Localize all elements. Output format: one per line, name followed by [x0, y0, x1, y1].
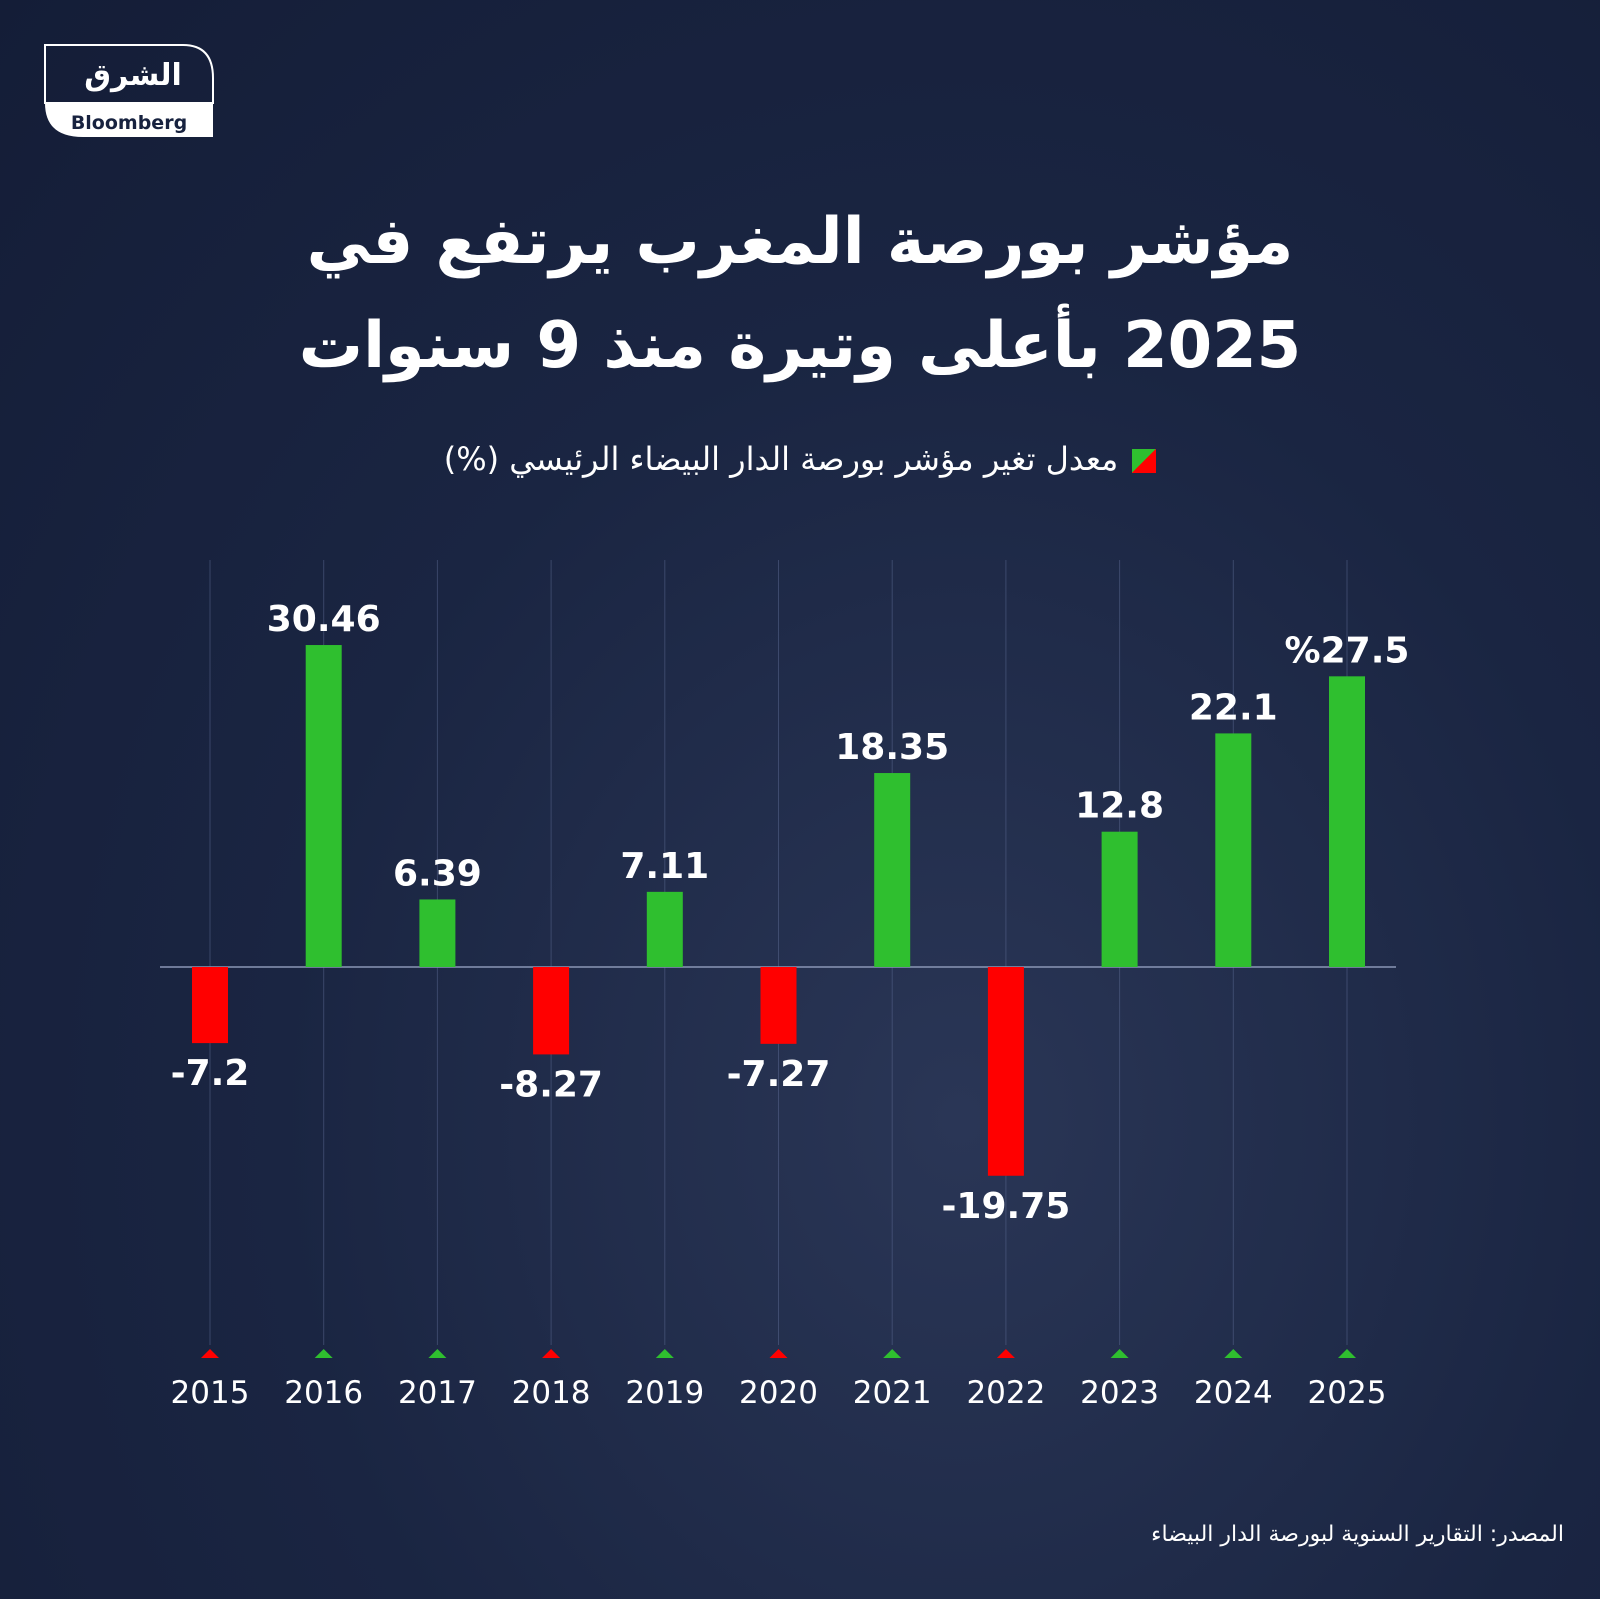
- bar-2024: [1215, 733, 1252, 967]
- bar-2016: [305, 645, 342, 967]
- bar-2019: [646, 891, 683, 967]
- legend-label: معدل تغير مؤشر بورصة الدار البيضاء الرئي…: [443, 440, 1119, 478]
- x-tick-label: 2019: [625, 1375, 704, 1411]
- source-note: المصدر: التقارير السنوية لبورصة الدار ال…: [1151, 1522, 1564, 1547]
- data-label-2017: 6.39: [393, 853, 482, 894]
- svg-text:Bloomberg: Bloomberg: [71, 112, 187, 134]
- trend-triangle-icon: [769, 1349, 788, 1358]
- trend-triangle-icon: [1110, 1349, 1129, 1358]
- trend-triangle-icon: [1338, 1349, 1356, 1358]
- x-tick-label: 2024: [1194, 1375, 1273, 1411]
- svg-text:الشرق: الشرق: [84, 58, 182, 93]
- legend-swatch: [1132, 449, 1157, 473]
- trend-triangle-icon: [428, 1349, 447, 1358]
- trend-triangle-icon: [201, 1349, 219, 1358]
- data-label-2018: -8.27: [499, 1064, 603, 1105]
- title-line-2: 2025 بأعلى وتيرة منذ 9 سنوات: [298, 309, 1302, 383]
- trend-triangle-icon: [1224, 1349, 1243, 1358]
- x-tick-label: 2021: [853, 1375, 932, 1411]
- data-label-2016: 30.46: [267, 599, 381, 640]
- bar-2021: [874, 773, 911, 967]
- bar-2023: [1101, 831, 1138, 967]
- x-tick-label: 2020: [739, 1375, 818, 1411]
- data-label-2021: 18.35: [835, 727, 949, 768]
- bar-2022: [987, 967, 1024, 1176]
- trend-triangle-icon: [883, 1349, 902, 1358]
- trend-triangle-icon: [996, 1349, 1015, 1358]
- legend: معدل تغير مؤشر بورصة الدار البيضاء الرئي…: [0, 440, 1600, 478]
- data-label-2022: -19.75: [941, 1186, 1070, 1227]
- x-tick-label: 2016: [284, 1375, 363, 1411]
- bar-2020: [760, 967, 797, 1044]
- bar-2015: [192, 967, 228, 1044]
- x-tick-label: 2022: [966, 1375, 1045, 1411]
- trend-triangle-icon: [542, 1349, 561, 1358]
- asharq-bloomberg-logo: الشرق Bloomberg: [44, 44, 214, 137]
- bar-2017: [419, 899, 456, 967]
- data-label-2020: -7.27: [727, 1054, 831, 1095]
- bar-2025: [1329, 676, 1365, 967]
- x-tick-label: 2018: [512, 1375, 591, 1411]
- bar-2018: [533, 967, 570, 1055]
- chart-title: مؤشر بورصة المغرب يرتفع في 2025 بأعلى وت…: [0, 190, 1600, 398]
- title-line-1: مؤشر بورصة المغرب يرتفع في: [306, 205, 1294, 279]
- data-label-2023: 12.8: [1075, 786, 1164, 827]
- trend-triangle-icon: [314, 1349, 333, 1358]
- trend-triangle-icon: [655, 1349, 674, 1358]
- data-label-2025: %27.5: [1285, 630, 1410, 671]
- x-tick-label: 2015: [171, 1375, 250, 1411]
- x-tick-label: 2023: [1080, 1375, 1159, 1411]
- data-label-2015: -7.2: [171, 1053, 250, 1094]
- x-tick-label: 2025: [1308, 1375, 1387, 1411]
- data-label-2019: 7.11: [620, 846, 709, 887]
- data-label-2024: 22.1: [1189, 687, 1278, 728]
- x-tick-label: 2017: [398, 1375, 477, 1411]
